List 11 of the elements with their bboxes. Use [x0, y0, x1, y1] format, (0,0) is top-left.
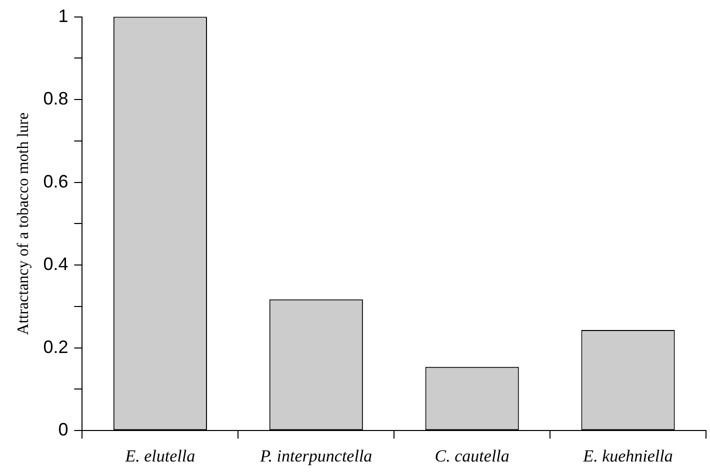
y-tick-label: 0.2	[43, 336, 68, 357]
x-tick-label: C. cautella	[434, 446, 510, 466]
y-axis-title: Attractancy of a tobacco moth lure	[14, 112, 32, 335]
y-tick-label: 0.6	[43, 171, 68, 192]
y-tick-label: 0	[58, 420, 68, 440]
x-tick-label: E. kuehniella	[582, 446, 673, 466]
y-tick-label: 0.4	[43, 254, 68, 274]
x-tick-label: P. interpunctella	[259, 446, 372, 466]
y-tick-label: 0.8	[43, 88, 68, 109]
y-tick-label: 1	[58, 6, 68, 26]
x-tick-label: E. elutella	[124, 446, 196, 466]
